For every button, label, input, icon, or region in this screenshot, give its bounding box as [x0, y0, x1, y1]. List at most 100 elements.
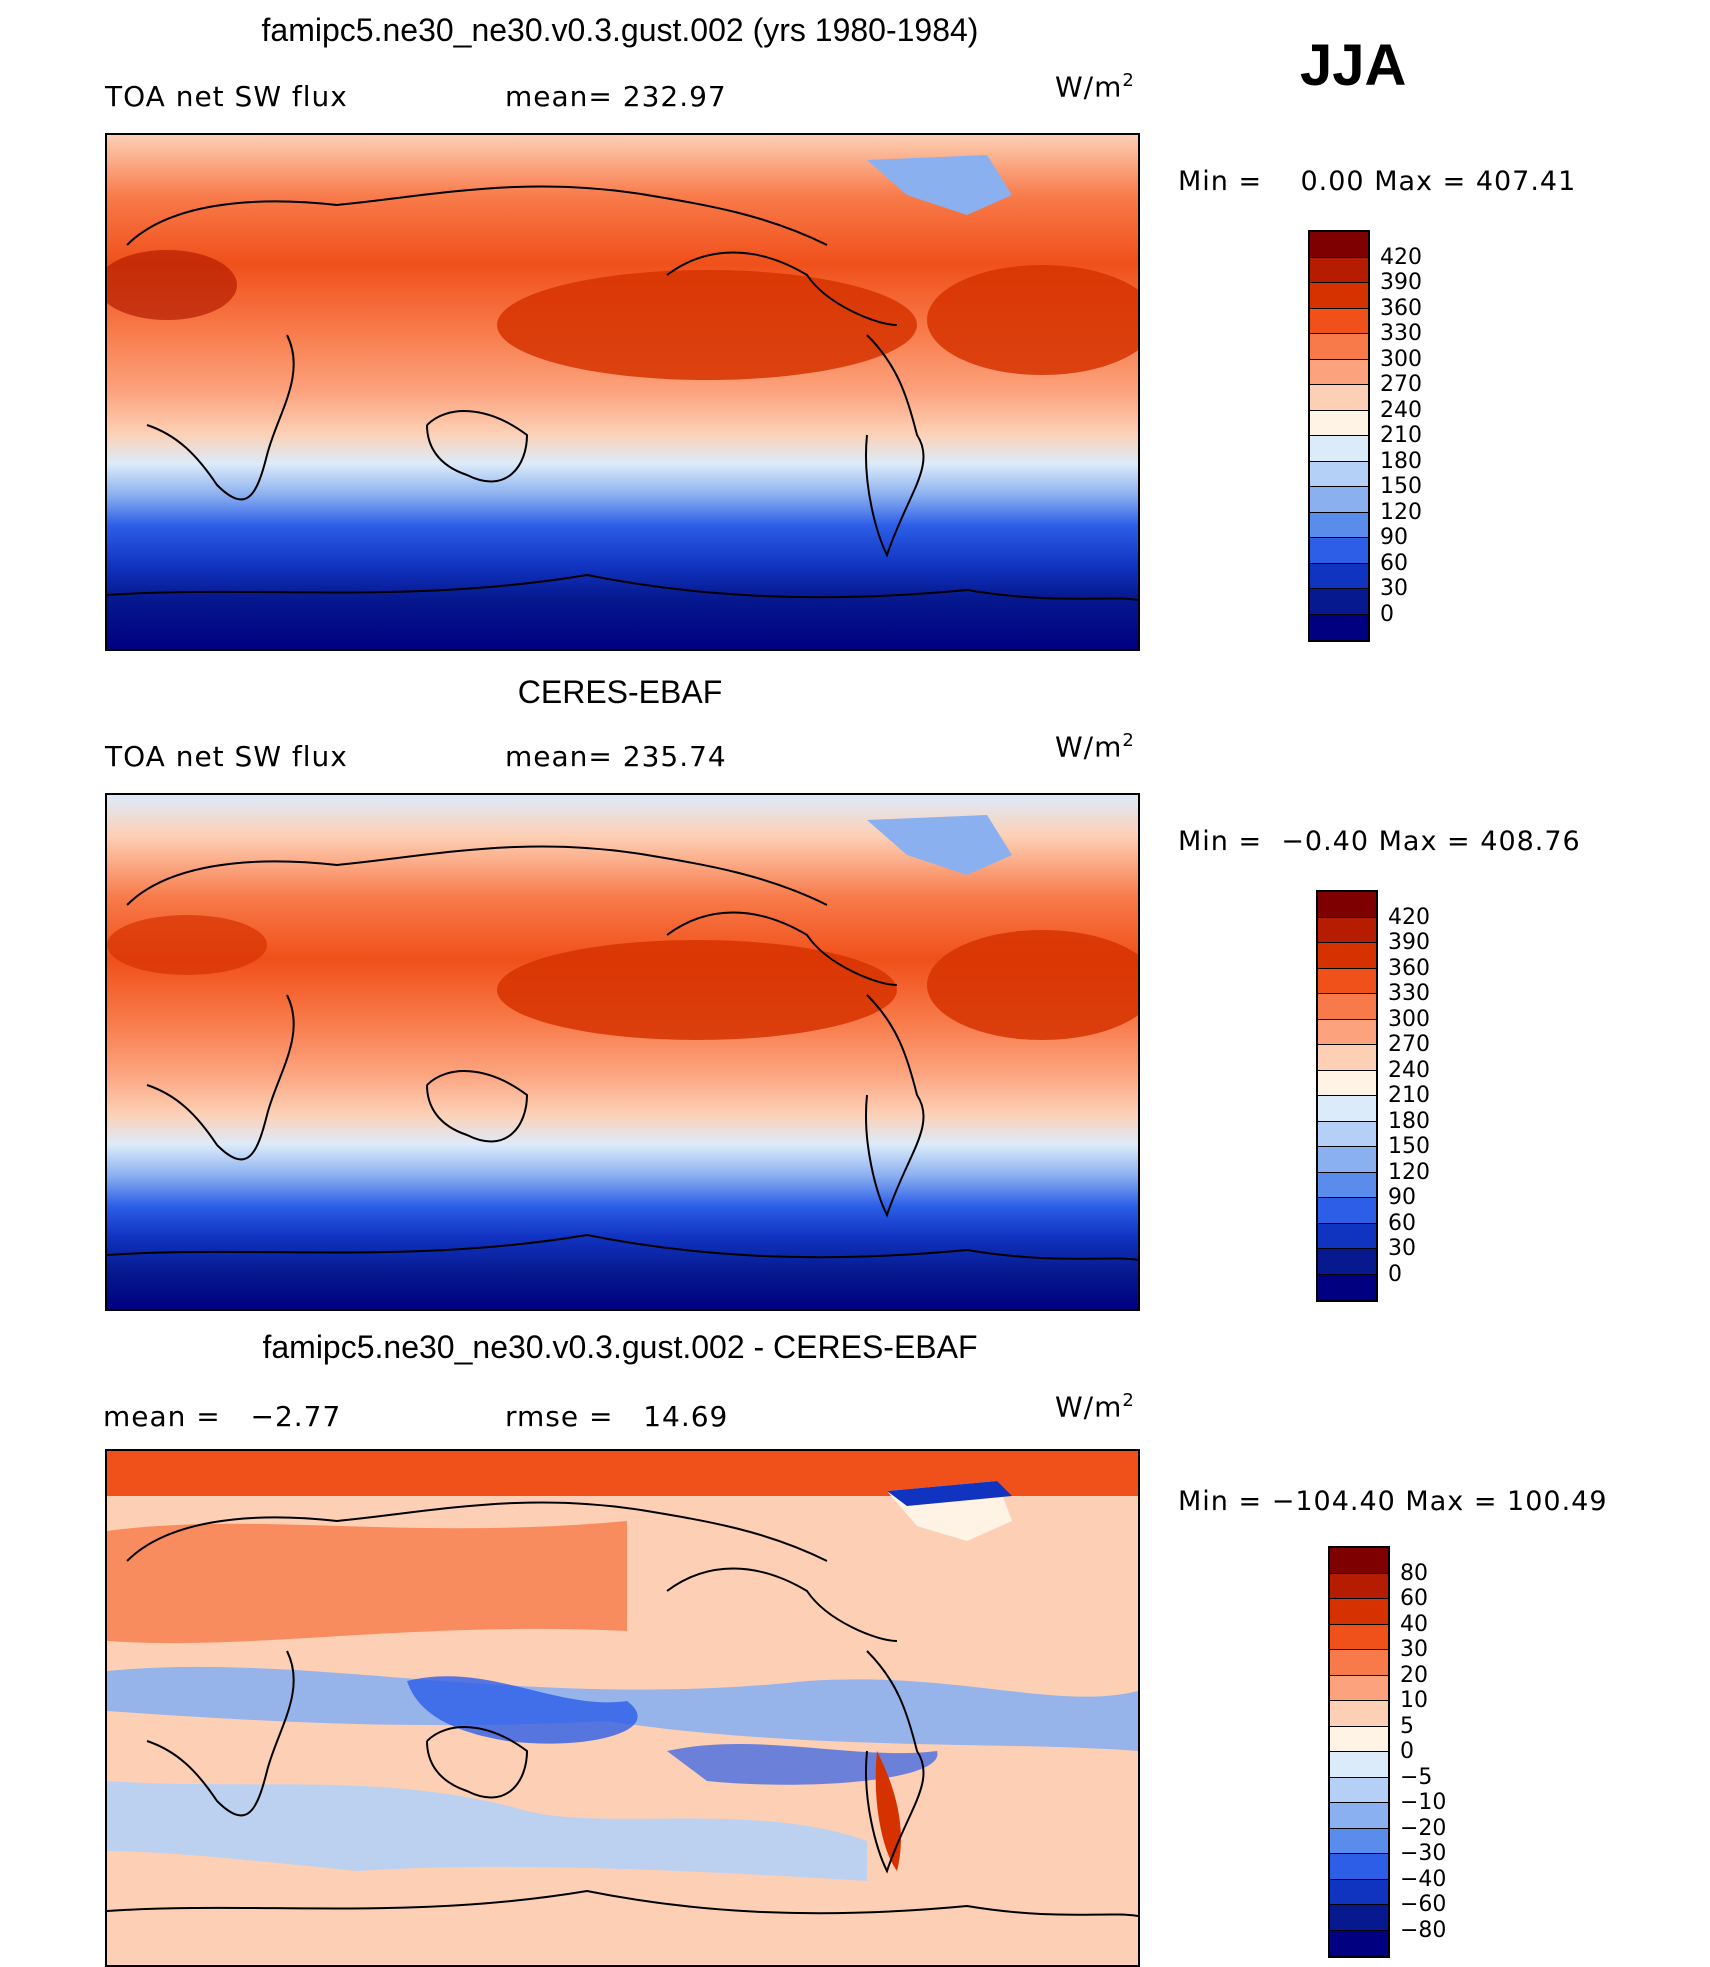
panel1-variable-label: TOA net SW flux [105, 80, 348, 113]
panel3-colorbar-seg [1330, 1828, 1388, 1854]
panel3-colorbar-seg [1330, 1548, 1388, 1574]
panel3-colorbar-seg [1330, 1905, 1388, 1931]
colorbar-tick-label: 0 [1400, 1739, 1414, 1764]
colorbar-tick-label: −30 [1400, 1841, 1447, 1866]
panel1-mean-label: mean= 232.97 [505, 80, 727, 113]
panel2-colorbar-seg [1318, 917, 1376, 943]
panel2-colorbar-seg [1318, 1019, 1376, 1045]
panel1-minmax: Min = 0.00 Max = 407.41 [1178, 166, 1577, 197]
colorbar-tick-label: 240 [1380, 397, 1422, 423]
panel1-colorbar-seg [1310, 614, 1368, 640]
colorbar-tick-label: 60 [1388, 1210, 1416, 1236]
panel2-variable-label: TOA net SW flux [105, 740, 348, 773]
season-label: JJA [1300, 33, 1407, 98]
colorbar-tick-label: 10 [1400, 1688, 1428, 1713]
panel2-title: CERES-EBAF [517, 674, 723, 710]
colorbar-tick-label: −60 [1400, 1892, 1447, 1917]
panel1-colorbar-seg [1310, 512, 1368, 538]
panel2-colorbar-seg [1318, 1096, 1376, 1122]
panel1-colorbar-seg [1310, 385, 1368, 411]
colorbar-tick-label: 0 [1388, 1261, 1402, 1287]
colorbar-tick-label: −20 [1400, 1815, 1447, 1841]
colorbar-tick-label: 30 [1388, 1236, 1416, 1261]
panel3-colorbar-seg [1330, 1624, 1388, 1650]
panel1-map [105, 133, 1140, 651]
panel2-map [105, 793, 1140, 1311]
panel2-colorbar-seg [1318, 892, 1376, 918]
panel3-colorbar-seg [1330, 1599, 1388, 1625]
panel1-colorbar-seg [1310, 334, 1368, 360]
panel3-mean: mean = −2.77 [103, 1400, 342, 1433]
colorbar-tick-label: 360 [1388, 955, 1430, 981]
panel1-colorbar-seg [1310, 283, 1368, 309]
panel2-colorbar-seg [1318, 1045, 1376, 1071]
panel3-colorbar [1328, 1546, 1390, 1958]
panel1-map-svg [107, 135, 1138, 649]
colorbar-tick-label: 420 [1380, 244, 1422, 270]
panel1-colorbar-seg [1310, 589, 1368, 615]
colorbar-tick-label: 270 [1388, 1032, 1430, 1057]
colorbar-tick-label: 210 [1380, 423, 1422, 448]
panel3-colorbar-seg [1330, 1701, 1388, 1727]
panel3-colorbar-seg [1330, 1930, 1388, 1956]
panel3-colorbar-seg [1330, 1573, 1388, 1599]
panel3-map [105, 1449, 1140, 1967]
panel2-colorbar-seg [1318, 943, 1376, 969]
panel1-units: W/m2 [1055, 70, 1135, 104]
panel2-mean-label: mean= 235.74 [505, 740, 727, 773]
colorbar-tick-label: 5 [1400, 1713, 1414, 1739]
colorbar-tick-label: 420 [1388, 904, 1430, 930]
panel1-colorbar-seg [1310, 232, 1368, 258]
colorbar-tick-label: 20 [1400, 1662, 1428, 1688]
panel2-colorbar-seg [1318, 1172, 1376, 1198]
panel2-minmax: Min = −0.40 Max = 408.76 [1178, 826, 1581, 857]
colorbar-tick-label: 330 [1380, 321, 1422, 346]
panel1-colorbar-seg [1310, 308, 1368, 334]
panel2-colorbar [1316, 890, 1378, 1302]
colorbar-tick-label: 90 [1388, 1185, 1416, 1210]
panel2-colorbar-seg [1318, 994, 1376, 1020]
panel3-colorbar-seg [1330, 1854, 1388, 1880]
colorbar-tick-label: −10 [1400, 1790, 1447, 1815]
colorbar-tick-label: −80 [1400, 1917, 1447, 1943]
panel3-colorbar-seg [1330, 1879, 1388, 1905]
colorbar-tick-label: 90 [1380, 525, 1408, 550]
panel2-colorbar-seg [1318, 1147, 1376, 1173]
panel3-units: W/m2 [1055, 1390, 1135, 1424]
colorbar-tick-label: 30 [1380, 576, 1408, 601]
colorbar-tick-label: 300 [1388, 1006, 1430, 1032]
panel2-units: W/m2 [1055, 730, 1135, 764]
panel1-colorbar [1308, 230, 1370, 642]
colorbar-tick-label: 240 [1388, 1057, 1430, 1083]
colorbar-tick-label: 60 [1400, 1586, 1428, 1611]
panel1-colorbar-seg [1310, 257, 1368, 283]
panel3-rmse: rmse = 14.69 [505, 1400, 729, 1433]
panel3-colorbar-seg [1330, 1726, 1388, 1752]
panel3-map-svg [107, 1451, 1138, 1965]
colorbar-tick-label: 390 [1380, 270, 1422, 295]
panel2-colorbar-seg [1318, 1223, 1376, 1249]
panel3-title: famipc5.ne30_ne30.v0.3.gust.002 - CERES-… [262, 1329, 978, 1365]
panel2-colorbar-seg [1318, 1249, 1376, 1275]
panel2-map-svg [107, 795, 1138, 1309]
panel3-minmax: Min = −104.40 Max = 100.49 [1178, 1486, 1608, 1517]
colorbar-tick-label: 360 [1380, 295, 1422, 321]
panel1-colorbar-seg [1310, 538, 1368, 564]
panel2-colorbar-seg [1318, 1070, 1376, 1096]
colorbar-tick-label: 330 [1388, 981, 1430, 1006]
colorbar-tick-label: 180 [1380, 448, 1422, 474]
colorbar-tick-label: 80 [1400, 1560, 1428, 1586]
panel3-colorbar-seg [1330, 1777, 1388, 1803]
colorbar-tick-label: 30 [1400, 1637, 1428, 1662]
panel1-colorbar-seg [1310, 487, 1368, 513]
colorbar-tick-label: 180 [1388, 1108, 1430, 1134]
panel3-colorbar-seg [1330, 1650, 1388, 1676]
panel3-colorbar-seg [1330, 1803, 1388, 1829]
panel2-colorbar-seg [1318, 1121, 1376, 1147]
colorbar-tick-label: 390 [1388, 930, 1430, 955]
panel1-title: famipc5.ne30_ne30.v0.3.gust.002 (yrs 198… [261, 12, 979, 48]
panel1-colorbar-seg [1310, 359, 1368, 385]
colorbar-tick-label: −40 [1400, 1866, 1447, 1892]
panel1-colorbar-seg [1310, 563, 1368, 589]
colorbar-tick-label: 300 [1380, 346, 1422, 372]
